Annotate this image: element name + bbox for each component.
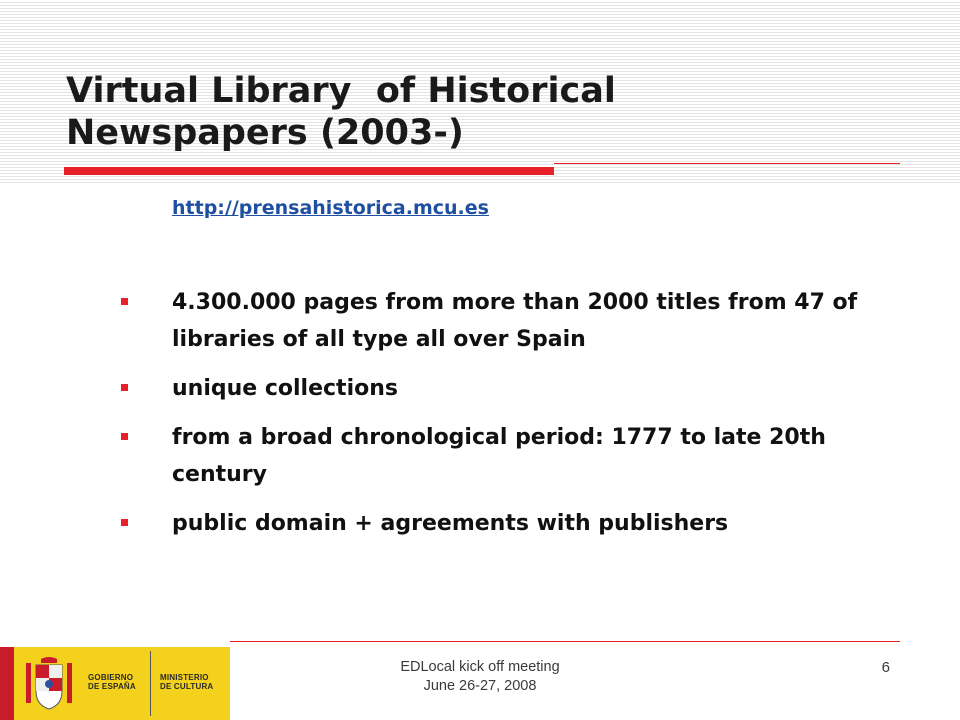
title-line-1: Virtual Library of Historical: [66, 71, 616, 111]
footer-date: June 26-27, 2008: [423, 678, 537, 694]
coat-of-arms-icon: [26, 657, 72, 710]
bullet-list: 4.300.000 pages from more than 2000 titl…: [118, 284, 898, 554]
list-item: from a broad chronological period: 1777 …: [118, 419, 898, 493]
footer-caption: EDLocal kick off meeting June 26-27, 200…: [300, 658, 660, 696]
bullet-text: unique collections: [172, 376, 398, 401]
list-item: 4.300.000 pages from more than 2000 titl…: [118, 284, 898, 358]
bullet-text: public domain + agreements with publishe…: [172, 511, 729, 536]
bullet-text: from a broad chronological period: 1777 …: [172, 425, 826, 487]
logo-divider: [150, 651, 151, 716]
title-line-2: Newspapers (2003-): [66, 113, 464, 153]
gov-label-1: GOBIERNO: [88, 673, 134, 682]
page-number: 6: [881, 659, 890, 676]
ministry-label-1: MINISTERIO: [160, 673, 209, 682]
bullet-text: 4.300.000 pages from more than 2000 titl…: [172, 290, 858, 352]
list-item: public domain + agreements with publishe…: [118, 505, 898, 542]
gov-label-2: DE ESPAÑA: [88, 682, 136, 691]
title-underline-rule: [554, 163, 900, 164]
square-bullet-icon: [121, 519, 128, 526]
flag-stripe-gold: [14, 647, 18, 720]
footer-rule: [230, 641, 900, 642]
square-bullet-icon: [121, 298, 128, 305]
square-bullet-icon: [121, 433, 128, 440]
header-stripe-background: [0, 0, 960, 185]
ministry-label-2: DE CULTURA: [160, 682, 214, 691]
square-bullet-icon: [121, 384, 128, 391]
slide-title: Virtual Library of Historical Newspapers…: [66, 70, 906, 154]
list-item: unique collections: [118, 370, 898, 407]
footer-event: EDLocal kick off meeting: [400, 659, 560, 675]
website-link[interactable]: http://prensahistorica.mcu.es: [172, 197, 489, 219]
flag-stripe: [0, 647, 14, 720]
ministry-logo: GOBIERNO DE ESPAÑA MINISTERIO DE CULTURA: [0, 647, 230, 720]
title-underline-bar: [64, 167, 554, 175]
